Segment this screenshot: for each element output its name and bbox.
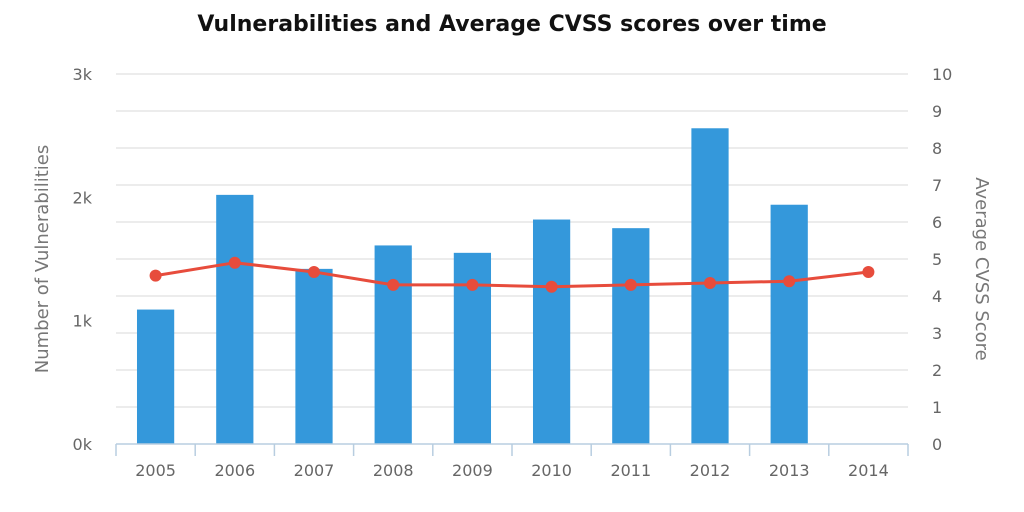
cvss-line bbox=[155, 261, 869, 289]
cvss-point-2011 bbox=[624, 278, 637, 291]
axis-labels: 2005 2006 2007 2008 2009 2010 2011 2012 2013 2014… bbox=[32, 65, 992, 480]
axes bbox=[115, 443, 909, 456]
x-tick-label: 2009 bbox=[452, 461, 493, 480]
right-y-tick-label: 7 bbox=[932, 176, 942, 195]
cvss-point-2012 bbox=[704, 277, 716, 290]
cvss-point-2005 bbox=[149, 269, 162, 282]
bar-2011 bbox=[612, 228, 650, 444]
left-y-tick-label: 3k bbox=[73, 65, 93, 84]
x-tick-label: 2011 bbox=[610, 461, 651, 480]
x-tick-label: 2012 bbox=[690, 461, 731, 480]
right-y-tick-label: 8 bbox=[932, 139, 942, 158]
cvss-point-2009 bbox=[466, 278, 479, 291]
cvss-point-2006 bbox=[228, 256, 241, 269]
left-y-tick-label: 2k bbox=[73, 188, 93, 207]
x-tick-label: 2008 bbox=[373, 461, 414, 480]
right-y-tick-label: 9 bbox=[932, 102, 942, 121]
right-y-tick-label: 4 bbox=[932, 287, 942, 306]
line-series bbox=[149, 256, 875, 293]
chart-title: Vulnerabilities and Average CVSS scores … bbox=[197, 12, 827, 37]
left-axis-title: Number of Vulnerabilities bbox=[32, 145, 53, 373]
bar-2013 bbox=[770, 204, 808, 444]
cvss-point-2007 bbox=[308, 265, 320, 278]
cvss-point-2013 bbox=[783, 275, 796, 288]
x-tick-label: 2010 bbox=[531, 461, 572, 480]
bar-2006 bbox=[216, 194, 254, 444]
x-tick-label: 2014 bbox=[848, 461, 889, 480]
bar-series bbox=[136, 128, 808, 444]
cvss-point-2008 bbox=[387, 278, 400, 291]
x-tick-label: 2005 bbox=[135, 461, 176, 480]
left-y-tick-label: 1k bbox=[73, 312, 93, 331]
right-y-tick-label: 6 bbox=[932, 213, 942, 232]
right-y-tick-label: 3 bbox=[932, 324, 942, 343]
bar-2005 bbox=[136, 309, 175, 444]
right-y-tick-label: 1 bbox=[932, 398, 942, 417]
cvss-point-2010 bbox=[545, 280, 558, 293]
right-y-tick-label: 2 bbox=[932, 361, 942, 380]
bar-2007 bbox=[295, 268, 333, 444]
right-axis-title: Average CVSS Score bbox=[971, 177, 992, 361]
right-y-tick-label: 5 bbox=[932, 250, 942, 269]
x-tick-label: 2013 bbox=[769, 461, 810, 480]
x-tick-label: 2006 bbox=[214, 461, 255, 480]
x-tick-label: 2007 bbox=[294, 461, 335, 480]
bar-2008 bbox=[374, 245, 412, 444]
cvss-point-2014 bbox=[862, 265, 875, 278]
right-y-tick-label: 0 bbox=[932, 435, 942, 454]
bar-2010 bbox=[532, 219, 571, 444]
right-y-tick-label: 10 bbox=[932, 65, 952, 84]
left-y-tick-label: 0k bbox=[73, 435, 93, 454]
